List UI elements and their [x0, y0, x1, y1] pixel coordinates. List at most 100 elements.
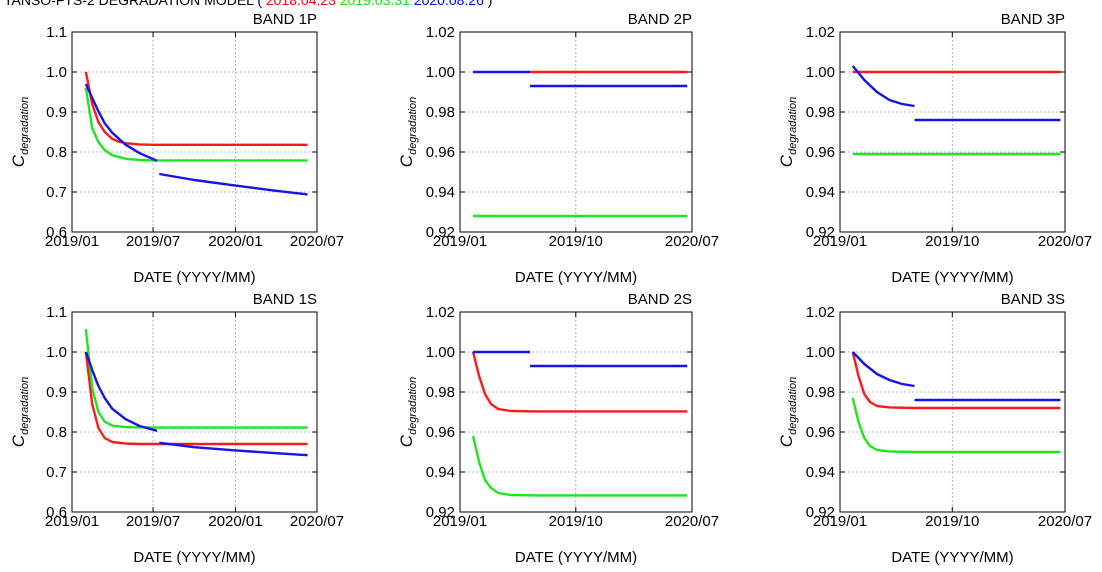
x-tick-label: 2020/07 — [665, 513, 719, 530]
x-axis-label: DATE (YYYY/MM) — [515, 269, 637, 286]
series-line-blue — [159, 441, 308, 457]
y-tick-label: 0.92 — [426, 504, 455, 521]
y-tick-label: 0.9 — [46, 104, 67, 121]
figure-header: TANSO-FTS-2 DEGRADATION MODEL ( 2018.04.… — [4, 0, 492, 8]
y-tick-label: 0.98 — [806, 104, 835, 121]
y-tick-label: 0.7 — [46, 184, 67, 201]
y-tick-label: 1.02 — [806, 304, 835, 321]
plot-frame — [71, 311, 318, 513]
x-tick-label: 2019/01 — [433, 233, 487, 250]
chart-title: BAND 1S — [253, 291, 317, 308]
header-title: TANSO-FTS-2 DEGRADATION MODEL ( — [4, 0, 262, 8]
y-tick-label: 0.98 — [426, 384, 455, 401]
header-version-red: 2018.04.23 — [265, 0, 336, 8]
chart-panel: 0.92 0.94 0.96 0.98 1.00 1.02 2019/01 2019/10 20… — [397, 11, 719, 286]
y-tick-label: 1.02 — [426, 304, 455, 321]
series-line-blue — [159, 172, 308, 196]
x-tick-label: 2020/07 — [1038, 513, 1092, 530]
y-tick-label: 0.98 — [426, 104, 455, 121]
y-tick-label: 0.6 — [46, 224, 67, 241]
y-axis-label: Cdegradation — [9, 377, 31, 447]
chart-panel: 0.6 0.7 0.8 0.9 1.0 1.1 2019/01 2019/07 2020/01 2… — [9, 291, 344, 566]
chart-panel: 0.92 0.94 0.96 0.98 1.00 1.02 2019/01 2019/10 20… — [777, 291, 1092, 566]
series-line-blue — [851, 65, 915, 108]
plot-frame — [71, 31, 318, 233]
x-axis-label: DATE (YYYY/MM) — [515, 549, 637, 566]
chart-title: BAND 3S — [1001, 291, 1065, 308]
y-tick-label: 0.98 — [806, 384, 835, 401]
y-tick-label: 1.1 — [46, 24, 67, 41]
y-tick-label: 0.8 — [46, 424, 67, 441]
series-line-blue — [84, 83, 158, 162]
chart-title: BAND 2P — [628, 11, 692, 28]
series-line-red — [851, 351, 1061, 410]
y-tick-label: 1.02 — [806, 24, 835, 41]
x-tick-label: 2019/07 — [126, 513, 180, 530]
y-axis-label: Cdegradation — [777, 97, 799, 167]
header-version-green: 2019.03.31 — [339, 0, 410, 8]
chart-title: BAND 1P — [253, 11, 317, 28]
x-axis-label: DATE (YYYY/MM) — [891, 269, 1013, 286]
series-line-red — [84, 351, 308, 446]
y-axis-label: Cdegradation — [397, 377, 419, 447]
y-tick-label: 1.1 — [46, 304, 67, 321]
header-close: ) — [487, 0, 493, 8]
y-tick-label: 0.8 — [46, 144, 67, 161]
x-tick-label: 2019/01 — [813, 513, 867, 530]
x-tick-label: 2020/01 — [208, 513, 262, 530]
chart-title: BAND 2S — [628, 291, 692, 308]
chart-panel: 0.92 0.94 0.96 0.98 1.00 1.02 2019/01 2019/10 20… — [397, 291, 719, 566]
y-tick-label: 0.94 — [806, 464, 835, 481]
x-tick-label: 2020/07 — [1038, 233, 1092, 250]
series-line-green — [471, 435, 688, 497]
x-tick-label: 2019/01 — [813, 233, 867, 250]
y-tick-label: 0.92 — [806, 504, 835, 521]
y-tick-label: 0.94 — [806, 184, 835, 201]
series-line-red — [84, 71, 308, 147]
series-line-blue — [851, 351, 915, 388]
x-tick-label: 2019/07 — [126, 233, 180, 250]
chart-panel: 0.92 0.94 0.96 0.98 1.00 1.02 2019/01 2019/10 20… — [777, 11, 1092, 286]
x-tick-label: 2019/10 — [549, 513, 603, 530]
x-tick-label: 2019/01 — [45, 513, 99, 530]
y-tick-label: 0.9 — [46, 384, 67, 401]
series-line-red — [471, 351, 688, 413]
series-line-green — [851, 397, 1061, 454]
y-tick-label: 1.00 — [806, 344, 835, 361]
y-tick-label: 0.96 — [806, 424, 835, 441]
chart-panel: 0.6 0.7 0.8 0.9 1.0 1.1 2019/01 2019/07 2020/01 2… — [9, 11, 344, 286]
y-tick-label: 1.00 — [426, 64, 455, 81]
y-axis-label: Cdegradation — [397, 97, 419, 167]
y-tick-label: 1.00 — [806, 64, 835, 81]
y-axis-label: Cdegradation — [9, 97, 31, 167]
y-axis-label: Cdegradation — [777, 377, 799, 447]
y-tick-label: 0.96 — [426, 424, 455, 441]
y-tick-label: 1.0 — [46, 64, 67, 81]
series-line-blue — [84, 351, 158, 432]
y-tick-label: 0.94 — [426, 184, 455, 201]
x-tick-label: 2020/07 — [665, 233, 719, 250]
x-tick-label: 2019/01 — [45, 233, 99, 250]
y-tick-label: 0.92 — [806, 224, 835, 241]
x-axis-label: DATE (YYYY/MM) — [133, 269, 255, 286]
y-tick-label: 0.96 — [426, 144, 455, 161]
y-tick-label: 1.02 — [426, 24, 455, 41]
chart-title: BAND 3P — [1001, 11, 1065, 28]
x-tick-label: 2019/01 — [433, 513, 487, 530]
x-tick-label: 2020/07 — [290, 233, 344, 250]
y-tick-label: 0.92 — [426, 224, 455, 241]
x-tick-label: 2020/01 — [208, 233, 262, 250]
x-tick-label: 2020/07 — [290, 513, 344, 530]
x-axis-label: DATE (YYYY/MM) — [133, 549, 255, 566]
y-tick-label: 0.7 — [46, 464, 67, 481]
x-tick-label: 2019/10 — [925, 233, 979, 250]
x-tick-label: 2019/10 — [925, 513, 979, 530]
y-tick-label: 1.0 — [46, 344, 67, 361]
x-axis-label: DATE (YYYY/MM) — [891, 549, 1013, 566]
y-tick-label: 1.00 — [426, 344, 455, 361]
header-version-blue: 2020.08.26 — [413, 0, 484, 8]
y-tick-label: 0.94 — [426, 464, 455, 481]
y-tick-label: 0.6 — [46, 504, 67, 521]
series-line-green — [84, 87, 308, 162]
